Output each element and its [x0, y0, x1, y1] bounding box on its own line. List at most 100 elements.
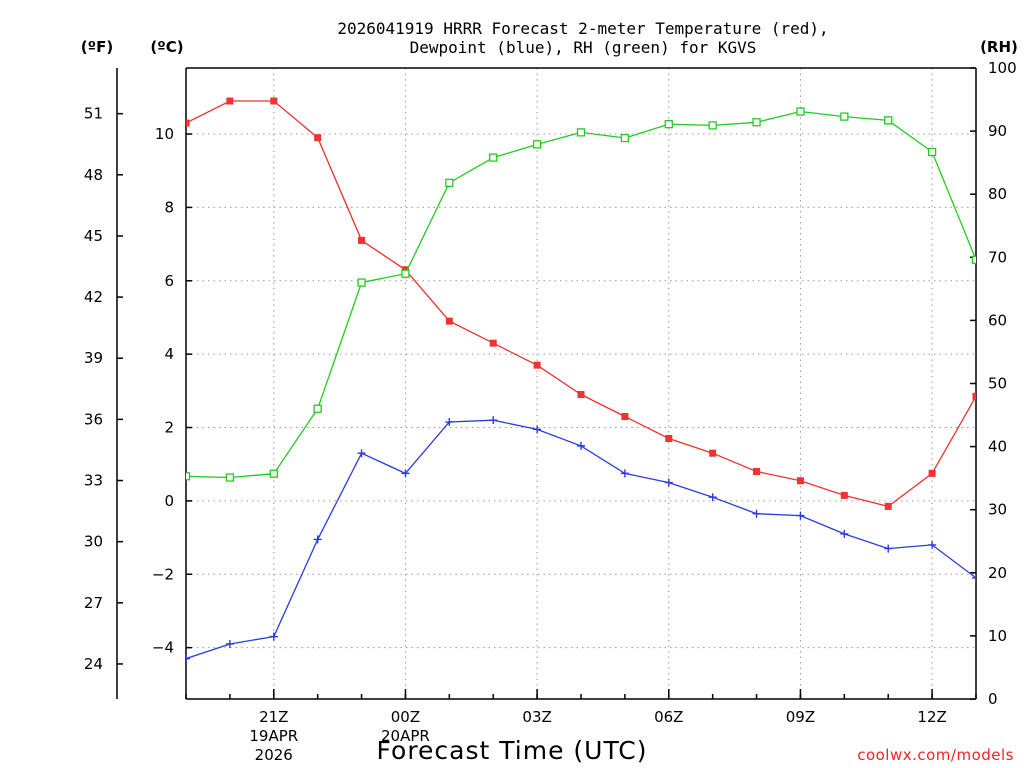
temperature-point	[796, 477, 804, 485]
dewpoint-point	[708, 493, 717, 502]
temperature-point	[621, 413, 629, 421]
rh-point	[796, 107, 805, 116]
dewpoint-point	[489, 416, 498, 425]
series-line	[186, 419, 976, 660]
rh-tick-label: 40	[988, 438, 1007, 456]
rh-tick-label: 60	[988, 311, 1007, 329]
rh-point	[313, 404, 322, 413]
rh-point	[840, 112, 849, 121]
rh-point	[971, 255, 976, 264]
temperature-point	[840, 491, 848, 499]
temperature-point	[445, 317, 453, 325]
dewpoint-point	[577, 441, 585, 450]
dewpoint-point	[840, 529, 849, 538]
fahrenheit-tick-label: 39	[84, 349, 103, 367]
x-tick-label: 06Z	[654, 708, 683, 726]
fahrenheit-tick-label: 27	[84, 594, 103, 612]
celsius-tick-label: 6	[164, 272, 174, 290]
dewpoint-point	[357, 449, 366, 458]
celsius-tick-label: 0	[164, 492, 174, 510]
rh-point	[620, 133, 630, 143]
dewpoint-point	[186, 654, 190, 663]
celsius-unit-label: (ºC)	[150, 38, 183, 56]
rh-tick-label: 30	[988, 501, 1007, 519]
temperature-point	[314, 134, 322, 142]
rh-point	[532, 140, 542, 149]
x-tick-label: 03Z	[522, 708, 551, 726]
celsius-tick-label: 4	[164, 345, 174, 363]
rh-tick-label: 50	[988, 375, 1007, 393]
credit-text: coolwx.com/models	[857, 746, 1014, 764]
grid-lines	[186, 68, 976, 699]
fahrenheit-tick-label: 48	[84, 166, 103, 184]
celsius-tick-label: 10	[155, 125, 174, 143]
celsius-tick-label: 8	[164, 198, 174, 216]
celsius-tick-label: 2	[164, 419, 174, 437]
rh-point	[927, 147, 937, 157]
rh-point	[708, 121, 717, 130]
fahrenheit-tick-label: 51	[84, 105, 103, 123]
rh-tick-label: 10	[988, 627, 1007, 645]
temperature-point	[753, 468, 761, 476]
x-tick-date: 19APR	[249, 727, 298, 745]
fahrenheit-tick-label: 30	[84, 533, 103, 551]
dewpoint-point	[225, 639, 234, 648]
dewpoint-point	[796, 511, 805, 520]
series-rh	[186, 107, 976, 482]
dewpoint-point	[664, 478, 673, 487]
temperature-point	[533, 361, 541, 369]
fahrenheit-tick-label: 33	[84, 472, 103, 490]
rh-point	[576, 128, 586, 137]
temperature-point	[709, 449, 717, 457]
x-tick-year: 2026	[255, 746, 293, 764]
x-tick-label: 21Z	[259, 708, 288, 726]
temperature-point	[884, 502, 892, 510]
x-axis-label: Forecast Time (UTC)	[377, 736, 648, 765]
dewpoint-point	[445, 418, 454, 427]
temperature-point	[270, 97, 278, 105]
temperature-point	[928, 469, 936, 477]
celsius-tick-label: −2	[152, 565, 174, 583]
rh-point	[445, 178, 454, 187]
temperature-point	[665, 435, 673, 443]
dewpoint-point	[884, 544, 893, 553]
dewpoint-point	[928, 540, 937, 549]
temperature-point	[972, 392, 976, 400]
temperature-point	[186, 119, 190, 127]
temperature-point	[489, 339, 497, 347]
fahrenheit-tick-label: 42	[84, 288, 103, 306]
dewpoint-point	[401, 469, 410, 478]
dewpoint-point	[269, 632, 278, 641]
x-tick-label: 09Z	[786, 708, 815, 726]
fahrenheit-tick-label: 45	[84, 227, 103, 245]
rh-tick-label: 70	[988, 248, 1007, 266]
chart-title-line-1: 2026041919 HRRR Forecast 2-meter Tempera…	[337, 19, 828, 38]
dewpoint-point	[313, 535, 322, 544]
chart-axes: −4−2024681024273033363942454851010203040…	[84, 59, 1017, 764]
fahrenheit-tick-label: 36	[84, 410, 103, 428]
chart-title-line-2: Dewpoint (blue), RH (green) for KGVS	[410, 38, 757, 57]
rh-unit-label: (RH)	[980, 38, 1018, 56]
rh-tick-label: 0	[988, 690, 998, 708]
rh-point	[489, 153, 498, 162]
rh-point	[884, 116, 893, 125]
x-tick-label: 00Z	[391, 708, 420, 726]
rh-point	[186, 472, 191, 481]
series-dewpoint	[186, 416, 976, 663]
temperature-point	[226, 97, 234, 105]
rh-tick-label: 80	[988, 185, 1007, 203]
rh-tick-label: 100	[988, 59, 1017, 77]
dewpoint-point	[533, 425, 542, 434]
fahrenheit-unit-label: (ºF)	[81, 38, 113, 56]
rh-point	[401, 269, 410, 278]
temperature-point	[358, 236, 366, 244]
celsius-tick-label: −4	[152, 639, 174, 657]
rh-point	[269, 469, 278, 478]
rh-tick-label: 20	[988, 564, 1007, 582]
dewpoint-point	[620, 469, 629, 478]
dewpoint-point	[752, 509, 761, 518]
data-series	[186, 97, 976, 663]
rh-point	[357, 278, 366, 287]
x-tick-label: 12Z	[917, 708, 946, 726]
